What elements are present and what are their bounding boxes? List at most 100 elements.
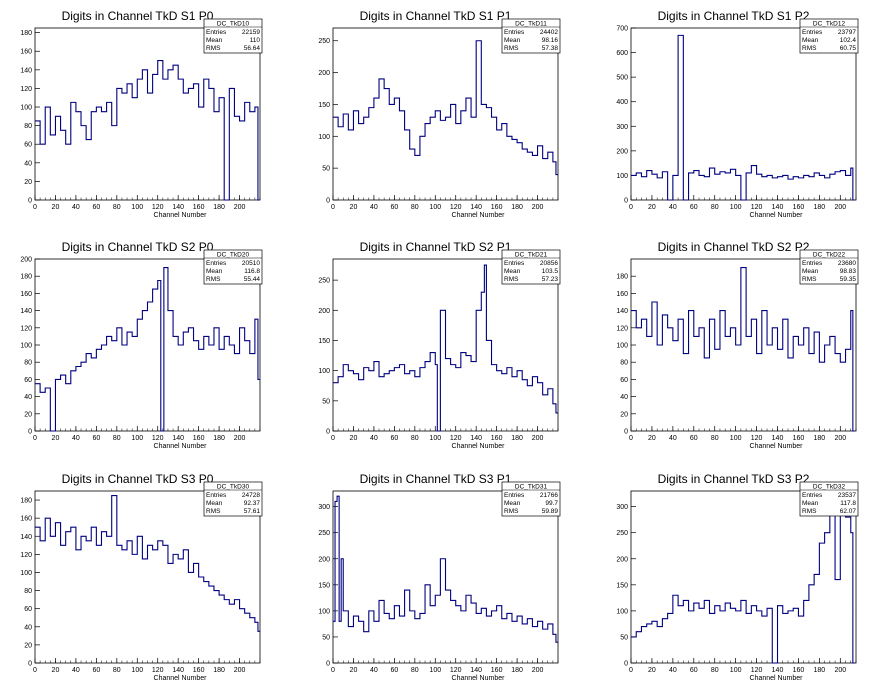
stats-value: 55.44 <box>244 276 261 283</box>
x-axis-label: Channel Number <box>154 443 208 450</box>
y-tick-label: 150 <box>318 102 330 109</box>
x-tick-label: 200 <box>532 435 544 442</box>
y-tick-label: 80 <box>24 360 32 367</box>
histogram-series-line <box>333 264 558 432</box>
y-tick-label: 120 <box>20 325 32 332</box>
y-tick-label: 250 <box>318 278 330 285</box>
histogram-series-line <box>333 40 558 176</box>
stats-label: RMS <box>206 276 221 283</box>
x-tick-label: 180 <box>814 667 826 674</box>
stats-box <box>799 249 859 285</box>
y-tick-label: 180 <box>616 274 628 281</box>
x-tick-label: 40 <box>669 204 677 211</box>
x-tick-label: 0 <box>331 667 335 674</box>
stats-label: RMS <box>504 508 519 515</box>
stats-value: 59.35 <box>840 276 857 283</box>
stats-name: DC_TkD10 <box>217 21 250 28</box>
x-tick-label: 140 <box>470 667 482 674</box>
y-tick-label: 50 <box>322 166 330 173</box>
stats-box <box>203 481 263 517</box>
y-tick-label: 0 <box>28 661 32 668</box>
stats-label: Mean <box>504 268 521 275</box>
y-tick-label: 180 <box>20 498 32 505</box>
plot-frame <box>630 258 857 432</box>
y-tick-label: 0 <box>326 661 330 668</box>
y-tick-label: 20 <box>620 411 628 418</box>
x-tick-label: 200 <box>532 204 544 211</box>
y-tick-label: 40 <box>620 394 628 401</box>
stats-label: Mean <box>504 37 521 44</box>
x-tick-label: 20 <box>52 204 60 211</box>
histogram-panel: Digits in Channel TkD S1 P1 0 20 40 60 80 100 1… <box>318 9 561 219</box>
histogram-series-line <box>631 506 855 664</box>
stats-name: DC_TkD12 <box>813 21 846 28</box>
histogram-panel: Digits in Channel TkD S3 P0 0 20 40 60 80 100 1… <box>20 472 263 682</box>
y-tick-label: 100 <box>318 608 330 615</box>
x-tick-label: 40 <box>370 667 378 674</box>
stats-label: RMS <box>802 276 817 283</box>
stats-name: DC_TkD31 <box>515 484 548 491</box>
x-tick-label: 0 <box>629 204 633 211</box>
x-tick-label: 80 <box>113 204 121 211</box>
x-tick-label: 160 <box>793 667 805 674</box>
stats-value: 92.37 <box>244 500 261 507</box>
x-tick-label: 180 <box>213 204 225 211</box>
stats-label: RMS <box>206 45 221 52</box>
y-tick-label: 200 <box>20 257 32 264</box>
histogram-panel: Digits in Channel TkD S1 P2 0 20 40 60 80 100 1… <box>616 9 859 219</box>
x-tick-label: 140 <box>172 435 184 442</box>
stats-label: Mean <box>206 268 223 275</box>
stats-name: DC_TkD32 <box>813 484 846 491</box>
plot-frame <box>630 490 857 664</box>
x-tick-label: 0 <box>629 435 633 442</box>
stats-value: 20510 <box>242 260 260 267</box>
stats-value: 60.75 <box>840 45 857 52</box>
y-tick-label: 200 <box>318 70 330 77</box>
stats-box <box>501 481 561 517</box>
stats-value: 21766 <box>540 492 558 499</box>
y-tick-label: 140 <box>20 67 32 74</box>
y-tick-label: 600 <box>616 50 628 57</box>
y-tick-label: 250 <box>318 530 330 537</box>
x-axis-label: Channel Number <box>452 675 506 682</box>
x-tick-label: 200 <box>834 204 846 211</box>
x-tick-label: 120 <box>751 435 763 442</box>
x-tick-label: 200 <box>234 435 246 442</box>
x-tick-label: 120 <box>152 667 164 674</box>
x-tick-label: 180 <box>814 435 826 442</box>
y-tick-label: 160 <box>20 49 32 56</box>
stats-value: 59.89 <box>542 508 559 515</box>
stats-label: Entries <box>504 260 525 267</box>
y-tick-label: 40 <box>24 160 32 167</box>
x-tick-label: 160 <box>491 435 503 442</box>
stats-label: RMS <box>802 508 817 515</box>
x-tick-label: 140 <box>470 204 482 211</box>
x-tick-label: 20 <box>52 667 60 674</box>
stats-value: 56.64 <box>244 45 261 52</box>
stats-value: 110 <box>250 37 261 44</box>
y-tick-label: 100 <box>616 608 628 615</box>
x-tick-label: 40 <box>370 204 378 211</box>
y-tick-label: 100 <box>20 343 32 350</box>
x-tick-label: 140 <box>172 204 184 211</box>
x-tick-label: 100 <box>730 667 742 674</box>
stats-label: Entries <box>802 29 823 36</box>
stats-value: 102.4 <box>840 37 857 44</box>
x-tick-label: 40 <box>72 435 80 442</box>
stats-label: RMS <box>802 45 817 52</box>
plot-frame <box>34 490 261 664</box>
plot-title: Digits in Channel TkD S1 P0 <box>62 9 214 23</box>
y-tick-label: 120 <box>20 86 32 93</box>
histogram-series-line <box>35 59 260 201</box>
plot-title: Digits in Channel TkD S1 P2 <box>658 9 810 23</box>
y-tick-label: 300 <box>616 124 628 131</box>
histogram-series-line <box>631 34 855 201</box>
x-tick-label: 100 <box>730 204 742 211</box>
y-tick-label: 60 <box>24 377 32 384</box>
x-tick-label: 80 <box>113 435 121 442</box>
histogram-series-line <box>333 495 558 643</box>
y-tick-label: 100 <box>20 105 32 112</box>
y-tick-label: 60 <box>24 142 32 149</box>
x-axis-label: Channel Number <box>750 675 804 682</box>
stats-name: DC_TkD20 <box>217 252 250 259</box>
